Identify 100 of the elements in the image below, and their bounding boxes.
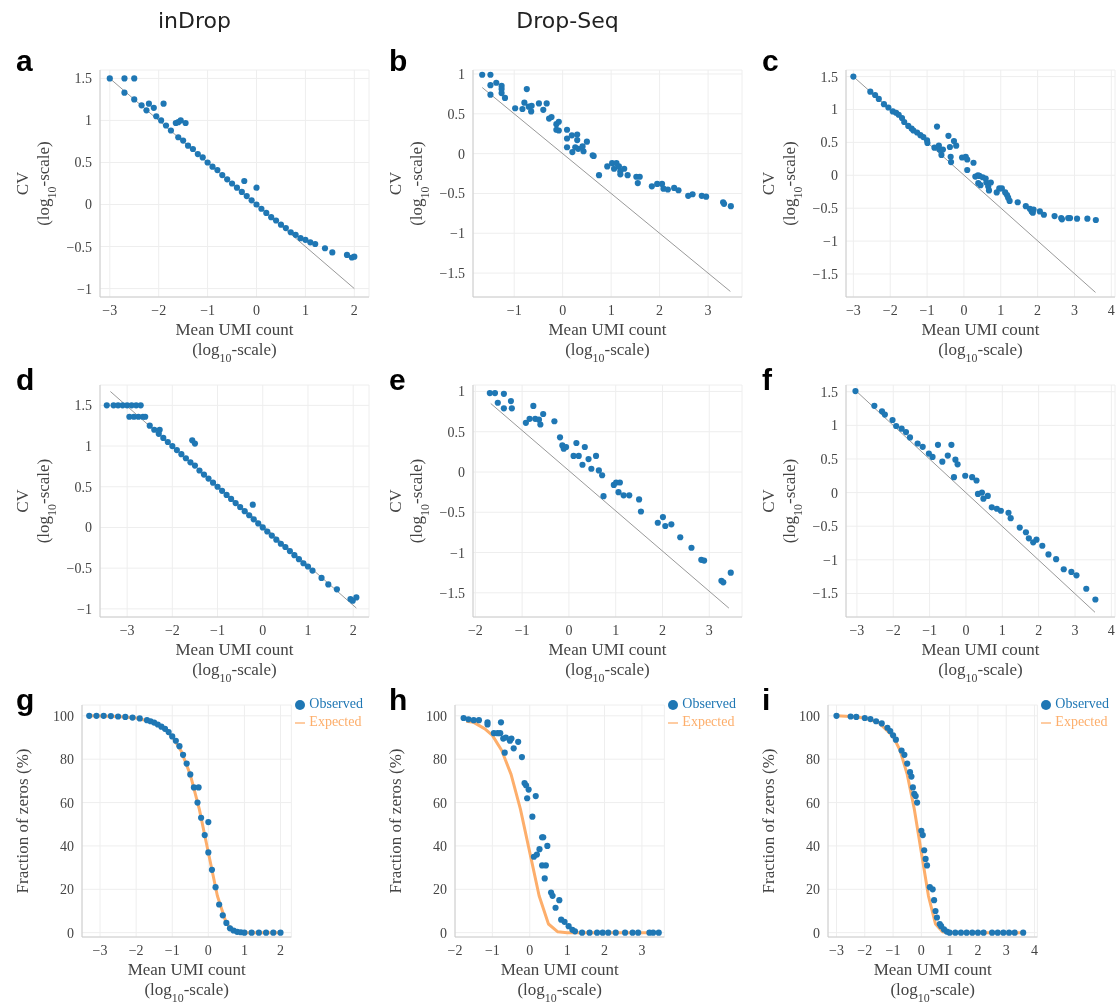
y-tick-label: 60 (433, 795, 447, 811)
x-tick-label: 2 (349, 622, 357, 638)
x-tick-label: −1 (514, 622, 530, 638)
y-tick-label: 80 (433, 752, 447, 768)
y-axis-title: Fraction of zeros (%) (13, 748, 32, 894)
x-tick-label: 1 (563, 942, 571, 958)
x-tick-label: 0 (960, 302, 968, 318)
y-tick-label: −0.5 (439, 505, 465, 521)
legend-label: Expected (682, 714, 735, 729)
x-tick-label: −1 (200, 302, 216, 318)
text: g (16, 683, 35, 717)
y-tick-label: 0 (831, 485, 838, 501)
y-tick-label: 20 (806, 882, 820, 898)
x-tick-label: −1 (210, 622, 225, 638)
x-tick-label: −2 (857, 942, 873, 958)
x-axis-title: Mean UMI count (log$_{10}$-scale) (500, 960, 619, 1005)
x-tick-label: 0 (565, 622, 573, 638)
y-tick-label: −1.5 (439, 266, 465, 282)
chart-title: inDrop (158, 8, 231, 33)
x-axis-title: Mean UMI count (log$_{10}$-scale) (175, 320, 294, 365)
x-tick-label: −3 (829, 942, 844, 958)
x-tick-label: 1 (946, 942, 954, 958)
x-tick-label: −1 (164, 942, 180, 958)
x-tick-label: −3 (119, 622, 135, 638)
text: h (389, 683, 408, 717)
y-tick-label: 0 (440, 925, 447, 941)
x-tick-label: 0 (526, 942, 534, 958)
text: e (389, 363, 406, 397)
y-tick-label: 0 (458, 146, 465, 162)
y-tick-label: 100 (53, 708, 74, 724)
x-tick-label: 2 (1034, 302, 1042, 318)
x-tick-label: −1 (506, 302, 522, 318)
x-tick-label: −2 (885, 622, 901, 638)
x-tick-label: 1 (997, 302, 1005, 318)
text: a (16, 44, 33, 78)
y-tick-label: 1.5 (820, 384, 838, 400)
y-tick-label: −0.5 (812, 519, 838, 535)
y-tick-label: 0 (85, 197, 92, 213)
text: d (16, 363, 35, 397)
x-axis-title: Mean UMI count (log$_{10}$-scale) (127, 960, 246, 1005)
y-tick-label: 20 (60, 882, 74, 898)
y-tick-label: −0.5 (66, 239, 92, 255)
x-tick-label: 3 (1070, 302, 1078, 318)
legend-label: Expected (309, 714, 362, 729)
y-tick-label: 1 (85, 113, 92, 129)
y-tick-label: 1 (831, 418, 838, 434)
y-tick-label: 0.5 (447, 106, 465, 122)
x-tick-label: 2 (656, 302, 664, 318)
y-tick-label: 0.5 (447, 424, 465, 440)
y-tick-label: 0 (458, 464, 465, 480)
x-tick-label: 1 (612, 622, 620, 638)
y-tick-label: 1 (458, 384, 465, 400)
y-tick-label: 1 (831, 102, 838, 118)
legend-label: Observed (1055, 696, 1109, 711)
x-tick-label: 3 (638, 942, 646, 958)
chart-title: Drop-Seq (516, 8, 619, 33)
y-axis-title: Fraction of zeros (%) (759, 748, 778, 894)
y-tick-label: 1.5 (74, 71, 92, 87)
y-tick-label: −1 (450, 226, 465, 242)
y-tick-label: 80 (60, 752, 74, 768)
x-axis-title: Mean UMI count (log$_{10}$-scale) (921, 640, 1040, 685)
y-tick-label: 1.5 (820, 69, 838, 85)
x-tick-label: 1 (301, 302, 309, 318)
x-tick-label: 3 (704, 302, 712, 318)
y-tick-label: 1.5 (74, 398, 92, 414)
y-tick-label: −1 (77, 281, 92, 297)
y-tick-label: 100 (426, 708, 447, 724)
y-tick-label: 60 (60, 795, 74, 811)
y-tick-label: −1 (77, 601, 92, 617)
x-tick-label: 0 (962, 622, 970, 638)
x-tick-label: 4 (1031, 942, 1039, 958)
x-tick-label: −2 (447, 942, 463, 958)
y-tick-label: 80 (806, 752, 820, 768)
x-tick-label: 2 (350, 302, 358, 318)
y-tick-label: 60 (806, 795, 820, 811)
x-tick-label: 1 (304, 622, 312, 638)
x-axis-title: Mean UMI count (log$_{10}$-scale) (548, 320, 667, 365)
y-tick-label: 0 (831, 168, 838, 184)
y-tick-label: 100 (799, 708, 820, 724)
x-tick-label: 2 (1035, 622, 1043, 638)
y-tick-label: 0.5 (820, 135, 838, 151)
x-tick-label: −2 (128, 942, 144, 958)
y-tick-label: −0.5 (66, 561, 92, 577)
y-tick-label: 0.5 (74, 155, 92, 171)
y-tick-label: −1 (450, 545, 465, 561)
x-tick-label: 0 (917, 942, 925, 958)
x-tick-label: 1 (607, 302, 615, 318)
x-tick-label: −2 (164, 622, 180, 638)
x-tick-label: 0 (259, 622, 267, 638)
text: c (762, 44, 779, 78)
y-tick-label: 20 (433, 882, 447, 898)
x-tick-label: 4 (1107, 622, 1115, 638)
y-tick-label: 0 (85, 520, 92, 536)
y-tick-label: 40 (806, 838, 820, 854)
x-tick-label: −1 (484, 942, 500, 958)
x-tick-label: −3 (845, 302, 861, 318)
y-tick-label: −1 (823, 552, 838, 568)
y-tick-label: −1.5 (812, 586, 838, 602)
x-axis-title: Mean UMI count (log$_{10}$-scale) (548, 640, 667, 685)
x-tick-label: 0 (559, 302, 567, 318)
